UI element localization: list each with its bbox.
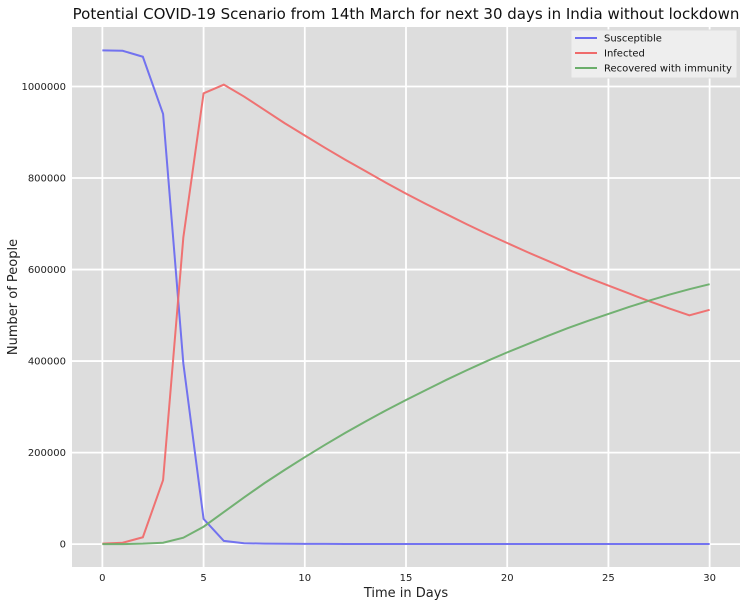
y-tick-label: 400000	[28, 357, 66, 368]
tick-labels: 0 5 10 15 20 25 30 0 200000 400000 600000 800000 100…	[21, 82, 716, 584]
x-tick-label: 25	[602, 573, 615, 584]
x-tick-label: 0	[99, 573, 105, 584]
y-axis-label: Number of People	[6, 239, 21, 355]
legend: Susceptible Infected Recovered with immuni…	[570, 29, 738, 79]
grid-lines	[72, 27, 740, 567]
x-tick-label: 10	[298, 573, 311, 584]
series-lines	[102, 49, 710, 546]
x-tick-label: 5	[200, 573, 206, 584]
y-tick-label: 0	[60, 540, 66, 551]
series-line-susceptible	[102, 49, 710, 545]
series-line-recovered-with-immunity	[102, 283, 710, 546]
x-tick-label: 30	[703, 573, 716, 584]
legend-label-susceptible: Susceptible	[604, 34, 662, 45]
y-tick-label: 1000000	[21, 82, 66, 93]
chart-title: Potential COVID-19 Scenario from 14th Ma…	[73, 5, 740, 23]
legend-box	[570, 29, 738, 79]
series-line-infected	[102, 83, 710, 545]
y-tick-label: 200000	[28, 448, 66, 459]
x-tick-label: 20	[501, 573, 514, 584]
legend-label-infected: Infected	[604, 49, 645, 60]
x-axis-label: Time in Days	[363, 586, 449, 601]
y-tick-label: 600000	[28, 265, 66, 276]
legend-label-recovered-with-immunity: Recovered with immunity	[604, 64, 732, 75]
x-tick-label: 15	[400, 573, 413, 584]
y-tick-label: 800000	[28, 174, 66, 185]
